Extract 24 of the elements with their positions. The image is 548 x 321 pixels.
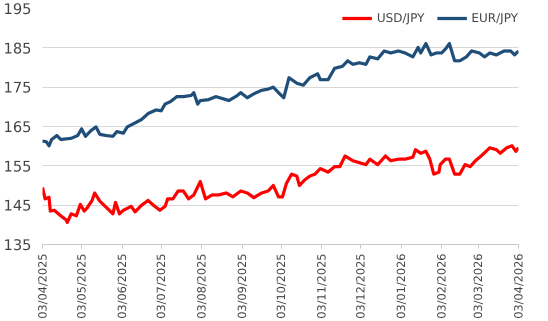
x-tick-label: 03/08/2025 bbox=[194, 253, 209, 319]
x-tick-label: 03/02/2026 bbox=[434, 253, 449, 319]
legend-label: USD/JPY bbox=[376, 11, 424, 25]
x-tick-label: 03/04/2025 bbox=[36, 253, 50, 319]
y-tick-label: 155 bbox=[4, 158, 32, 176]
x-tick-label: 03/10/2025 bbox=[274, 253, 288, 319]
y-tick-label: 145 bbox=[4, 198, 32, 215]
x-tick-label: 03/01/2026 bbox=[394, 253, 408, 319]
line-series bbox=[42, 42, 518, 148]
x-tick-label: 03/07/2025 bbox=[154, 253, 168, 319]
x-tick-label: 03/12/2025 bbox=[354, 253, 368, 319]
y-tick-label: 135 bbox=[4, 237, 32, 254]
y-tick-label: 185 bbox=[4, 40, 32, 58]
y-tick-label: 175 bbox=[4, 80, 32, 97]
x-tick-label: 03/11/2025 bbox=[314, 253, 329, 319]
y-tick-label: 195 bbox=[4, 1, 32, 18]
x-tick-label: 03/09/2025 bbox=[235, 253, 250, 319]
x-tick-label: 03/04/2026 bbox=[512, 253, 526, 319]
x-tick-label: 03/06/2025 bbox=[115, 253, 130, 319]
x-tick-label: 03/03/2026 bbox=[471, 253, 486, 319]
y-tick-label: 165 bbox=[4, 119, 32, 136]
x-tick-label: 03/05/2025 bbox=[74, 253, 89, 319]
legend-label: EUR/JPY bbox=[471, 11, 518, 25]
line-series bbox=[42, 144, 518, 224]
